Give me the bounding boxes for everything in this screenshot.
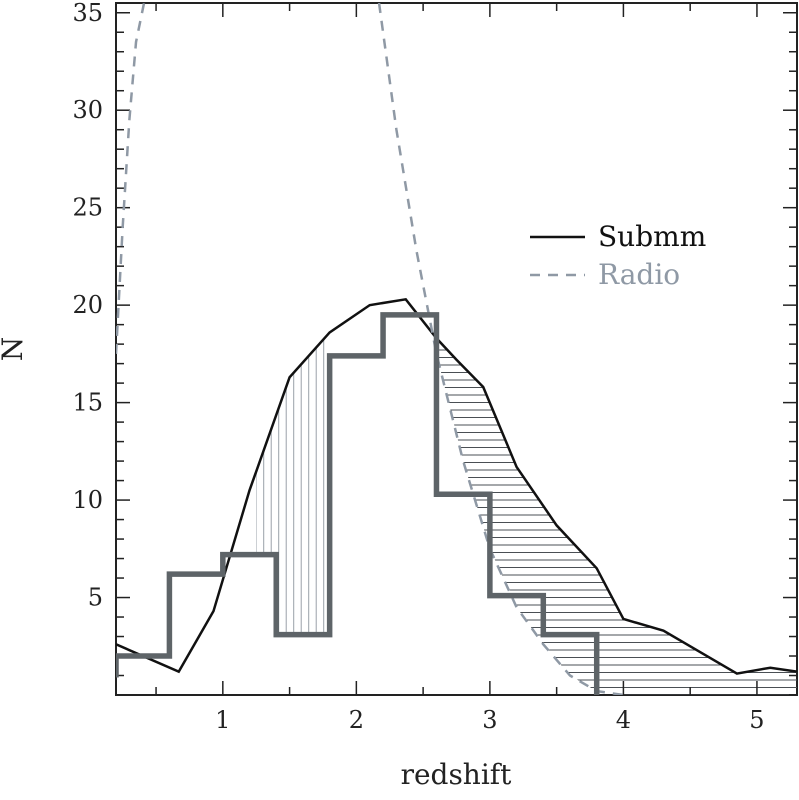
histogram-step-line — [116, 312, 600, 695]
x-axis-label: redshift — [401, 758, 513, 791]
x-tick-label: 4 — [616, 706, 631, 734]
y-tick-label: 10 — [72, 486, 103, 514]
x-axis-tick-labels: 1 2 3 4 5 — [215, 706, 764, 734]
y-tick-label: 15 — [72, 389, 103, 417]
y-axis-tick-labels: 5 10 15 20 25 30 35 — [72, 0, 103, 612]
legend: Submm Radio — [530, 220, 706, 291]
x-tick-label: 1 — [215, 706, 230, 734]
axis-ticks — [116, 3, 797, 696]
y-tick-label: 5 — [88, 584, 103, 612]
series-layer — [116, 3, 797, 695]
plot-area — [115, 2, 798, 696]
y-tick-label: 20 — [72, 291, 103, 319]
radio-line — [116, 3, 146, 354]
x-tick-label: 3 — [482, 706, 497, 734]
legend-submm-label: Submm — [598, 220, 706, 253]
x-tick-label: 5 — [749, 706, 764, 734]
y-tick-label: 35 — [72, 0, 103, 27]
x-tick-label: 2 — [349, 706, 364, 734]
y-axis-label: N — [0, 337, 29, 362]
legend-radio-label: Radio — [598, 258, 680, 291]
plot-frame — [115, 2, 798, 696]
y-tick-label: 30 — [72, 96, 103, 124]
y-tick-label: 25 — [72, 194, 103, 222]
submm-line — [116, 297, 797, 675]
